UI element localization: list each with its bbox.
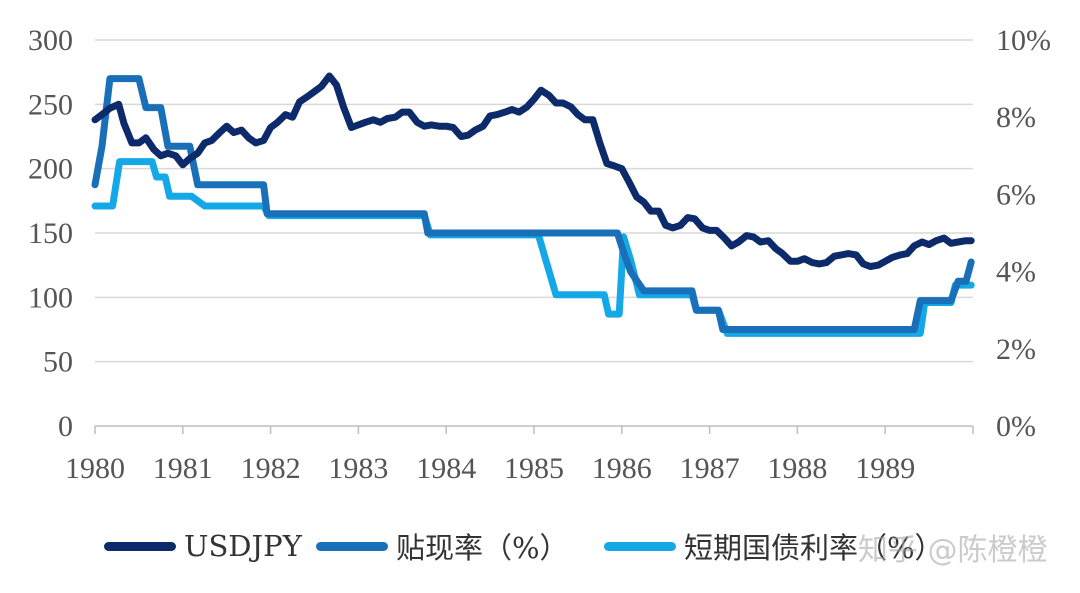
series-line-2 bbox=[91, 158, 975, 337]
legend-label-usdjpy: USDJPY bbox=[184, 529, 302, 563]
y-left-tick-label: 50 bbox=[43, 346, 73, 379]
legend-label-discount-rate: 贴现率（%） bbox=[396, 531, 569, 565]
legend-label-tbill-rate: 短期国债利率（%） bbox=[684, 531, 944, 565]
watermark: 知乎 @陈橙橙 bbox=[858, 533, 1048, 568]
x-tick-label: 1981 bbox=[153, 452, 213, 485]
series-lines bbox=[91, 72, 975, 337]
y-left-tick-label: 100 bbox=[28, 281, 73, 314]
y-right-tick-label: 2% bbox=[996, 333, 1036, 366]
series-line-1 bbox=[91, 75, 975, 333]
legend-item-discount-rate: 贴现率（%） bbox=[316, 522, 569, 570]
x-tick-label: 1984 bbox=[416, 452, 476, 485]
series-line-0 bbox=[91, 72, 975, 270]
x-tick-label: 1988 bbox=[767, 452, 827, 485]
x-tick-label: 1989 bbox=[855, 452, 915, 485]
legend-item-usdjpy: USDJPY bbox=[104, 522, 302, 570]
tick-labels: 0 50 100 150 200 250 300 0% 2% 4% 6% 8% 10% 1980 1981 1… bbox=[28, 24, 1051, 485]
y-left-tick-label: 200 bbox=[28, 153, 73, 186]
legend-swatch-discount-rate bbox=[316, 541, 388, 551]
y-right-tick-label: 6% bbox=[996, 178, 1036, 211]
y-right-tick-label: 4% bbox=[996, 256, 1036, 289]
axes bbox=[94, 425, 974, 434]
x-tick-label: 1982 bbox=[241, 452, 301, 485]
y-right-tick-label: 10% bbox=[996, 24, 1051, 57]
x-tick-label: 1986 bbox=[592, 452, 652, 485]
y-left-tick-label: 300 bbox=[28, 24, 73, 57]
x-tick-label: 1983 bbox=[328, 452, 388, 485]
x-tick-label: 1985 bbox=[504, 452, 564, 485]
legend: USDJPY 贴现率（%） 短期国债利率（%） bbox=[0, 522, 1080, 570]
legend-swatch-usdjpy bbox=[104, 541, 176, 551]
y-left-tick-label: 150 bbox=[28, 217, 73, 250]
legend-swatch-tbill-rate bbox=[604, 541, 676, 551]
x-tick-label: 1987 bbox=[680, 452, 740, 485]
y-right-tick-label: 0% bbox=[996, 410, 1036, 443]
legend-item-tbill-rate: 短期国债利率（%） bbox=[604, 522, 944, 570]
x-tick-label: 1980 bbox=[65, 452, 125, 485]
y-right-tick-label: 8% bbox=[996, 101, 1036, 134]
gridlines bbox=[95, 39, 973, 363]
y-left-tick-label: 0 bbox=[58, 410, 73, 443]
line-chart: 0 50 100 150 200 250 300 0% 2% 4% 6% 8% 10% 1980 1981 1… bbox=[28, 24, 1051, 485]
y-left-tick-label: 250 bbox=[28, 88, 73, 121]
